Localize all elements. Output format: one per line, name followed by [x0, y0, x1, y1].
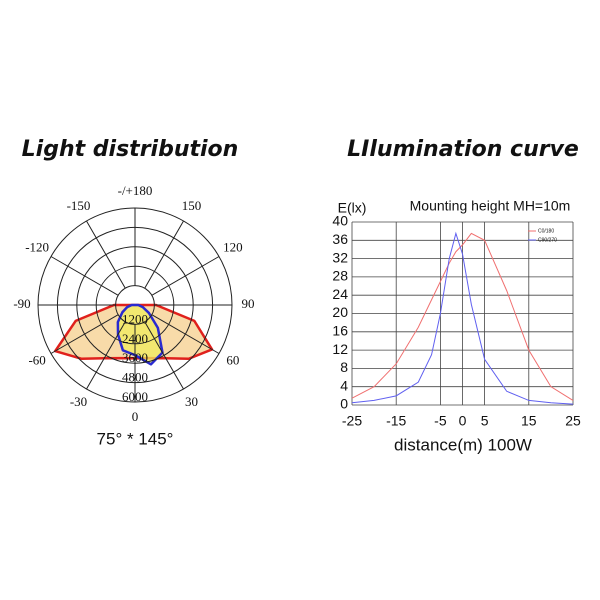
radial-label: 2400 [122, 331, 148, 346]
line-subtitle: Mounting height MH=10m [410, 198, 571, 214]
y-tick-label: 0 [340, 396, 348, 412]
radial-label: 6000 [122, 389, 148, 404]
line-series [351, 231, 574, 405]
x-tick-label: 15 [521, 413, 537, 429]
y-tick-label: 24 [332, 286, 348, 302]
x-tick-label: -15 [386, 413, 406, 429]
angle-label: 0 [132, 409, 139, 424]
angle-grid [144, 321, 184, 390]
angle-label: -150 [67, 198, 91, 213]
radial-label: 4800 [122, 370, 148, 385]
angle-label: 30 [185, 394, 198, 409]
radial-label: 3600 [122, 350, 148, 365]
y-tick-label: 16 [332, 323, 348, 339]
polar-area [116, 303, 164, 366]
angle-label: -/+180 [118, 183, 153, 198]
y-tick-label: 36 [332, 231, 348, 247]
angle-label: -120 [25, 239, 49, 254]
angle-label: -90 [13, 296, 30, 311]
angle-label: 150 [182, 198, 202, 213]
legend-label: C0/180 [538, 228, 554, 234]
y-tick-label: 20 [332, 304, 348, 320]
angle-label: 60 [226, 352, 239, 367]
legend-label: C90/270 [538, 237, 557, 243]
x-axis-label: distance(m) 100W [394, 435, 532, 454]
y-tick-label: 28 [332, 268, 348, 284]
angle-grid [86, 321, 126, 390]
angle-grid [50, 256, 119, 296]
polar-caption: 75° * 145° [97, 429, 174, 448]
angle-label: 120 [223, 239, 243, 254]
angle-grid [151, 314, 220, 354]
angle-label: -30 [70, 394, 87, 409]
angle-grid [50, 314, 119, 354]
x-tick-label: 0 [459, 413, 467, 429]
x-tick-label: -25 [342, 413, 362, 429]
x-tick-label: 25 [565, 413, 581, 429]
line-title: LIlumination curve [347, 137, 579, 162]
line-series [351, 232, 574, 401]
y-tick-label: 12 [332, 341, 348, 357]
y-tick-label: 4 [340, 377, 348, 393]
polar-title: Light distribution [22, 137, 239, 162]
angle-label: 90 [242, 296, 255, 311]
angle-label: -60 [28, 352, 45, 367]
y-axis-label: E(lx) [338, 200, 367, 216]
y-tick-label: 8 [340, 359, 348, 375]
radial-label: 1200 [122, 311, 148, 326]
angle-grid [144, 220, 184, 289]
x-tick-label: 5 [481, 413, 489, 429]
y-tick-label: 40 [332, 213, 348, 229]
x-tick-label: -5 [434, 413, 447, 429]
y-tick-label: 32 [332, 249, 348, 265]
angle-grid [86, 220, 126, 289]
angle-grid [151, 256, 220, 296]
